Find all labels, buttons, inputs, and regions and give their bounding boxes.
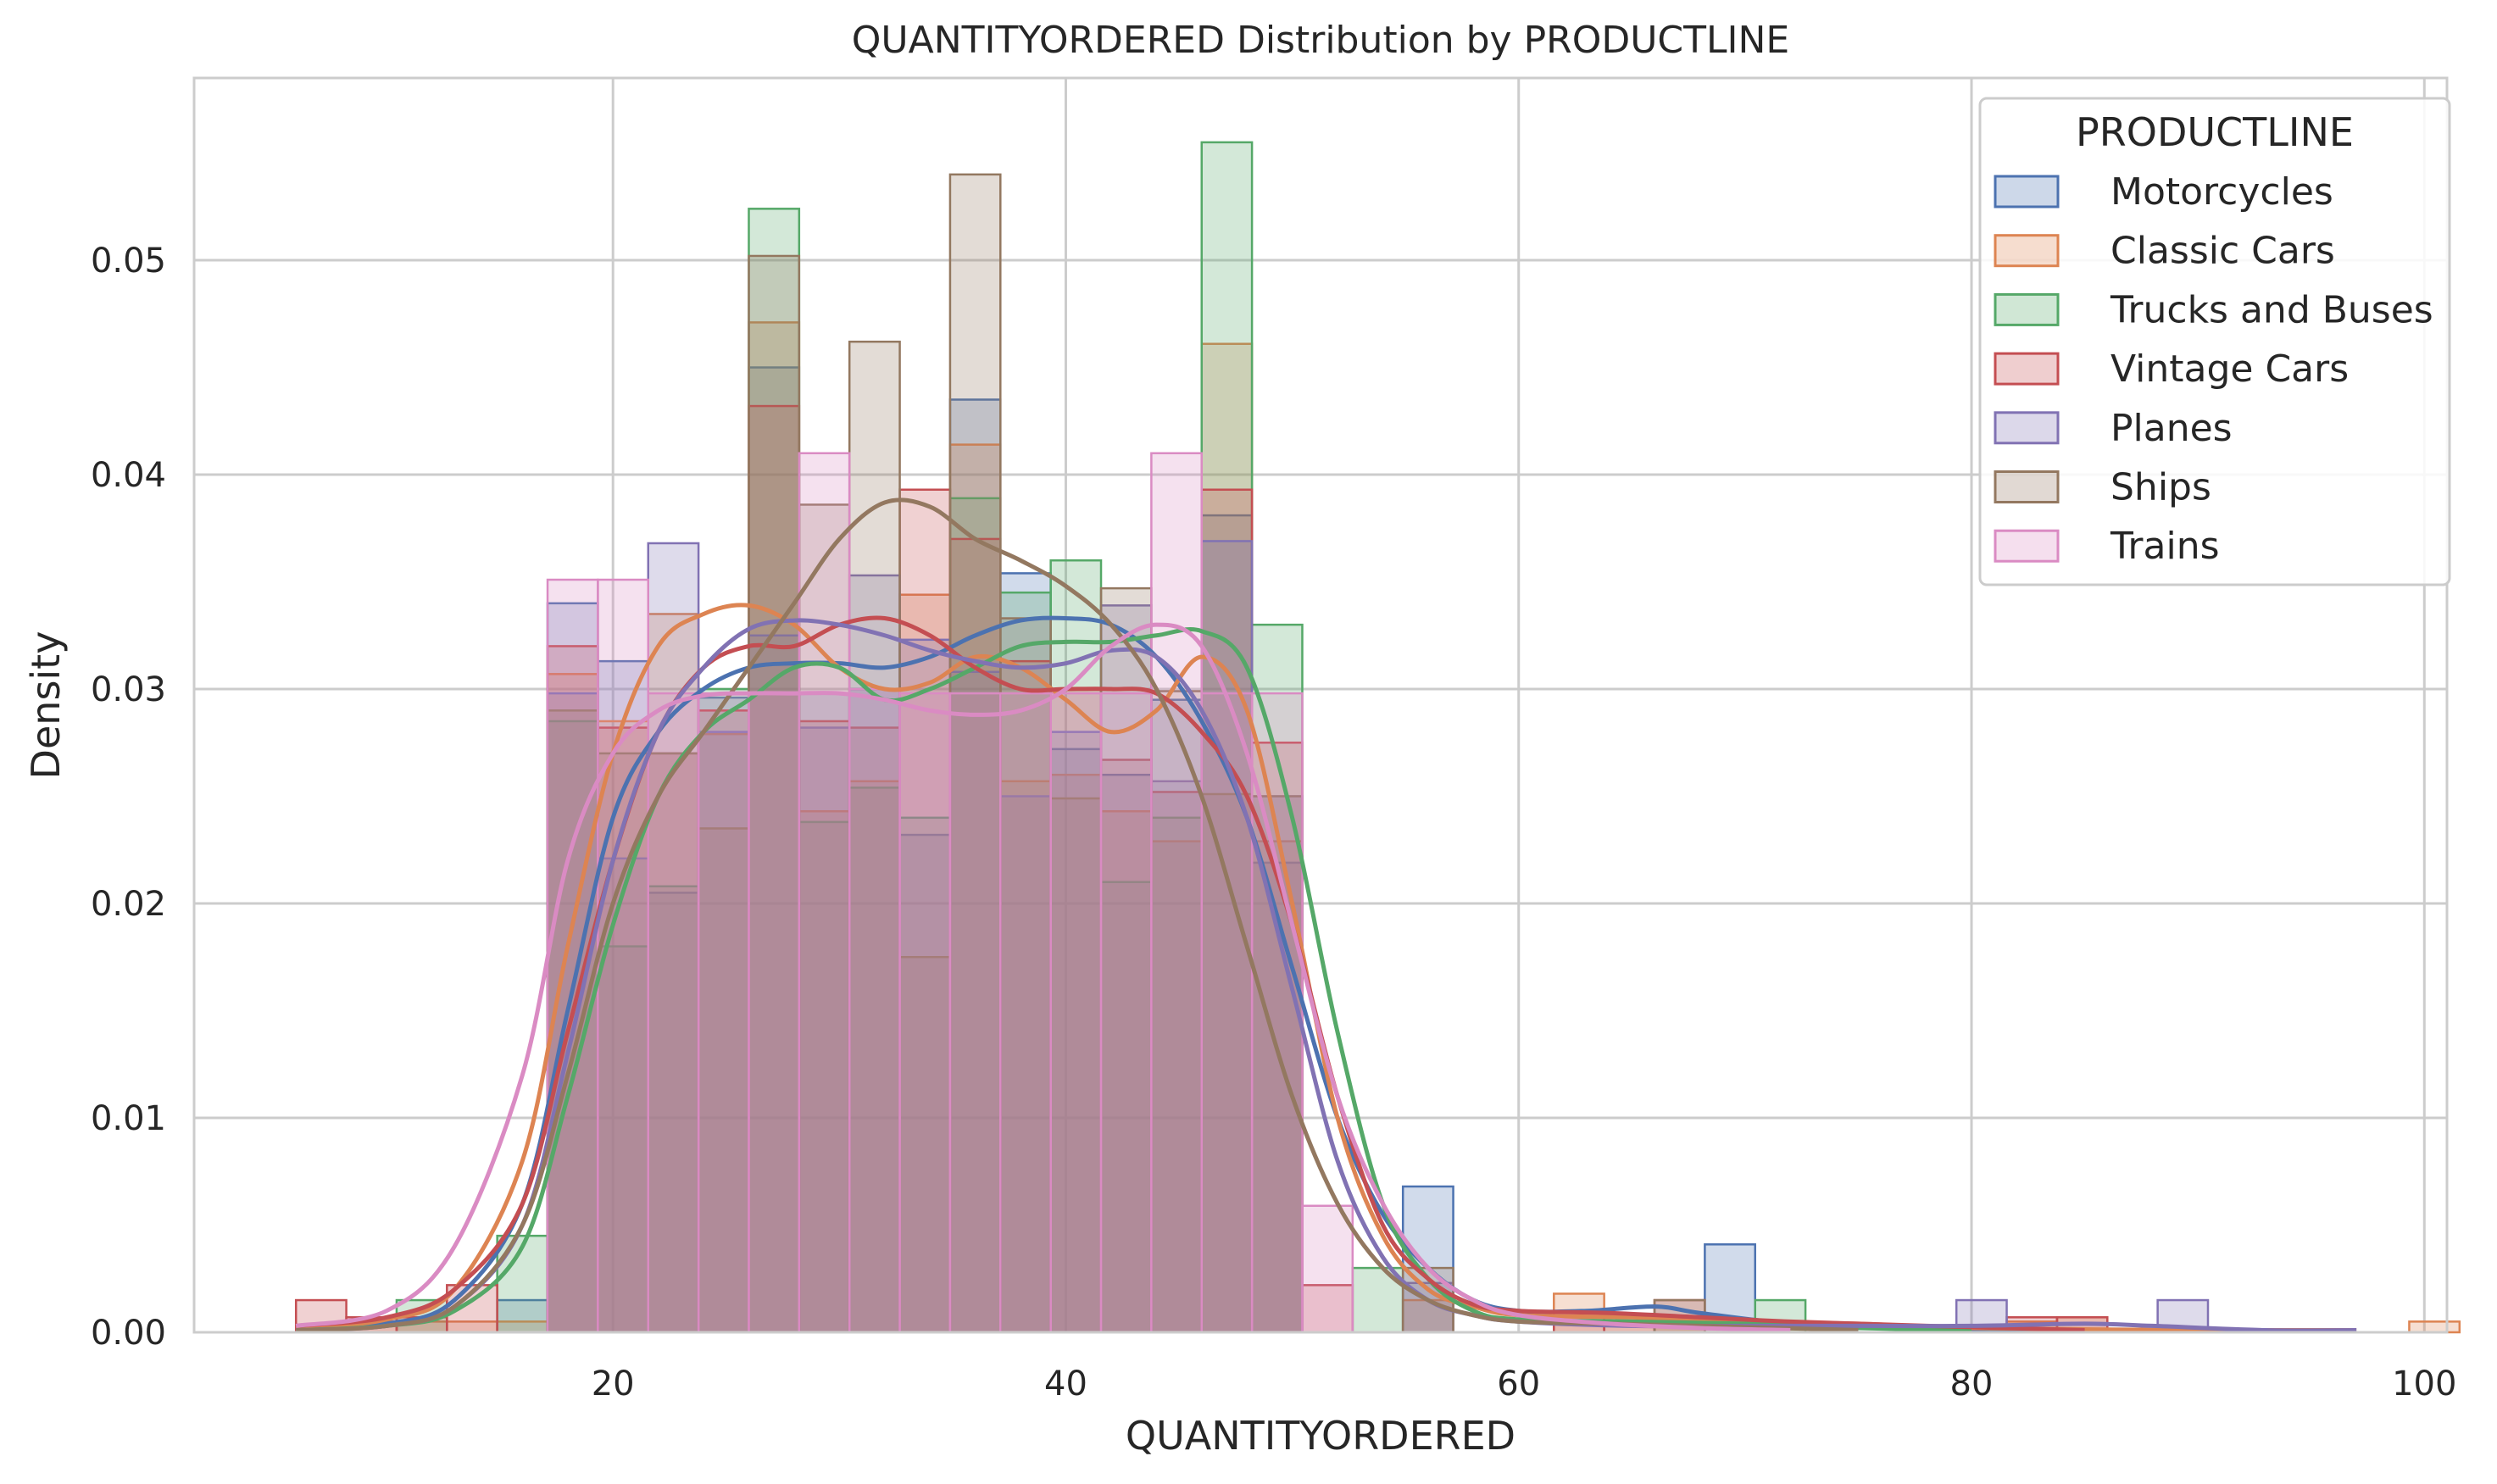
histogram-bar	[597, 752, 650, 1334]
x-axis-label: QUANTITYORDERED	[1126, 1413, 1515, 1459]
histogram-bar	[1049, 692, 1103, 1334]
legend-swatch	[1994, 175, 2060, 208]
series-bars-trains	[546, 452, 1354, 1334]
legend-entry: Vintage Cars	[1994, 347, 2349, 391]
histogram-bar	[1099, 809, 1153, 1334]
histogram-bar	[2408, 1320, 2461, 1334]
histogram-bar	[999, 617, 1052, 1334]
histogram-bar	[1250, 795, 1304, 1334]
legend-entry: Trains	[1994, 525, 2220, 568]
histogram-bar	[798, 692, 851, 1334]
histogram-bar	[848, 687, 901, 1334]
histogram-bar	[999, 692, 1052, 1334]
histogram-bar	[898, 692, 952, 1334]
histogram-bar	[697, 827, 750, 1334]
legend-label: Vintage Cars	[2110, 347, 2349, 391]
histogram-bar	[748, 321, 801, 1334]
kde-line-planes	[296, 618, 2357, 1333]
kde-line-ships	[296, 497, 1859, 1332]
histogram-bar	[798, 452, 851, 1334]
histogram-bar	[647, 692, 700, 1334]
y-tick-label: 0.01	[91, 1099, 166, 1138]
kde-line-vintage-cars	[295, 615, 2085, 1332]
histogram-bar	[948, 692, 1002, 1334]
series-bars-ships	[546, 173, 1706, 1334]
histogram-bar	[999, 795, 1052, 1334]
kde-curves	[295, 497, 2357, 1333]
legend-swatch	[1994, 292, 2060, 326]
legend-swatch	[1994, 234, 2060, 268]
histogram-bar	[848, 780, 901, 1334]
histogram-bar	[647, 885, 700, 1334]
histogram-bar	[948, 173, 1002, 1334]
chart-title: QUANTITYORDERED Distribution by PRODUCTL…	[852, 19, 1789, 62]
y-tick-labels: 0.00 0.01 0.02 0.03 0.04 0.05	[91, 242, 166, 1353]
plot-frame	[192, 76, 2449, 1334]
y-tick-label: 0.00	[91, 1314, 166, 1353]
y-tick-label: 0.02	[91, 885, 166, 924]
histogram-bar	[1099, 881, 1153, 1334]
legend-swatch	[1994, 529, 2060, 563]
y-axis-label: Density	[23, 631, 69, 780]
histogram-bar	[1150, 452, 1203, 1334]
histogram-bar	[898, 638, 952, 1334]
x-tick-label: 40	[1044, 1365, 1087, 1403]
legend-label: Classic Cars	[2110, 230, 2335, 273]
kde-line-trains	[295, 622, 1791, 1332]
histogram-bar	[1150, 840, 1203, 1334]
legend-box	[1978, 97, 2451, 586]
histogram-bar	[1099, 759, 1153, 1334]
series-bars-trucks-and-buses	[395, 141, 1807, 1334]
histogram-bar	[848, 726, 901, 1334]
legend-swatch	[1994, 352, 2060, 386]
legend-label: Trains	[2110, 525, 2220, 568]
legend-label: Planes	[2110, 407, 2233, 450]
histogram-bar	[748, 208, 801, 1334]
histogram-bar	[798, 720, 851, 1334]
histogram-bar	[748, 404, 801, 1334]
legend-entry: Trucks and Buses	[1994, 288, 2433, 331]
histogram-bar	[1099, 586, 1153, 1334]
x-tick-label: 60	[1497, 1365, 1540, 1403]
histogram-bar	[697, 732, 750, 1334]
histogram-bar	[1150, 690, 1203, 1334]
legend-entry: Motorcycles	[1994, 170, 2333, 214]
histogram-bar	[1301, 1204, 1354, 1334]
histogram-bar	[999, 572, 1052, 1334]
legend-entry: Ships	[1994, 466, 2211, 509]
histogram-bar	[1150, 816, 1203, 1334]
y-tick-label: 0.05	[91, 242, 166, 281]
histogram-bar	[748, 692, 801, 1334]
histogram-bar	[848, 786, 901, 1334]
x-tick-label: 80	[1950, 1365, 1994, 1403]
histogram-bar	[496, 1234, 549, 1334]
y-tick-label: 0.04	[91, 456, 166, 495]
legend-entry: Classic Cars	[1994, 230, 2335, 273]
legend-label: Trucks and Buses	[2110, 288, 2433, 331]
legend-entry: Planes	[1994, 407, 2233, 450]
legend-swatch	[1994, 411, 2060, 445]
kde-line-classic-cars	[295, 603, 2357, 1333]
x-tick-label: 100	[2392, 1365, 2456, 1403]
histogram-bar	[697, 692, 750, 1334]
histogram-bar	[1099, 692, 1153, 1334]
y-tick-label: 0.03	[91, 670, 166, 709]
legend-title: PRODUCTLINE	[2076, 109, 2354, 155]
legend-label: Ships	[2110, 466, 2211, 509]
legend-label: Motorcycles	[2110, 170, 2333, 214]
histogram-bar	[647, 542, 700, 1334]
legend-swatch	[1994, 470, 2060, 503]
legend-items: Motorcycles Classic Cars Trucks and Buses V…	[1994, 170, 2433, 568]
histogram-bar	[1200, 514, 1254, 1334]
legend: PRODUCTLINE Motorcycles Classic Cars Truck…	[1978, 97, 2451, 586]
histogram-bar	[848, 687, 901, 1334]
histogram-bar	[1049, 731, 1103, 1334]
histogram-bar	[1250, 795, 1304, 1334]
x-tick-label: 20	[592, 1365, 635, 1403]
x-tick-labels: 20 40 60 80 100	[592, 1365, 2457, 1403]
